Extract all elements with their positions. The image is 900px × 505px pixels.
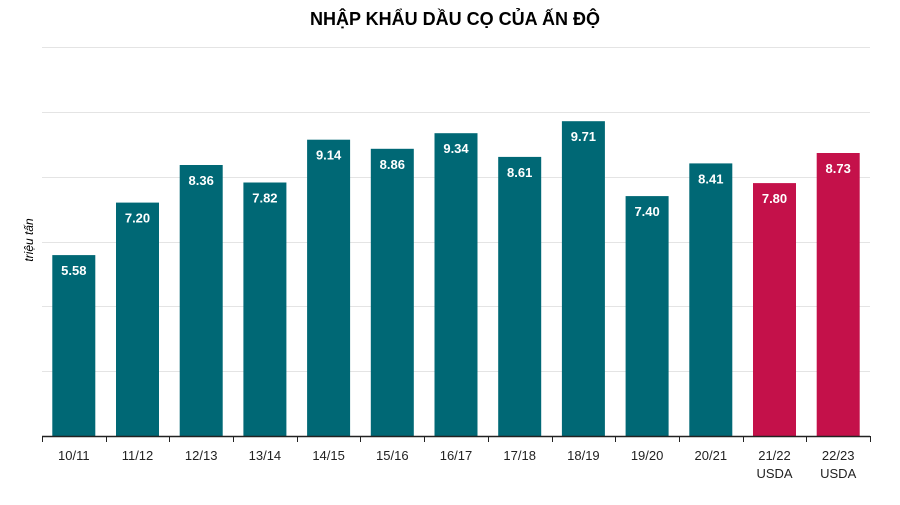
bar-value-label: 8.86 [380, 157, 405, 172]
bar-value-label: 5.58 [61, 263, 86, 278]
bar-value-label: 9.71 [571, 129, 596, 144]
x-tick-label: 18/19 [567, 448, 600, 463]
x-tick-sublabel: USDA [820, 466, 856, 481]
bar-value-label: 8.61 [507, 165, 532, 180]
bar [116, 202, 159, 436]
x-tick-label: 17/18 [503, 448, 536, 463]
bar [753, 183, 796, 436]
bar-value-label: 7.82 [252, 191, 277, 206]
bar [307, 139, 351, 436]
bar-value-label: 7.40 [634, 204, 659, 219]
bar [498, 156, 542, 436]
x-tick-label: 10/11 [58, 448, 90, 463]
x-tick-label: 20/21 [695, 448, 728, 463]
bar-value-label: 7.80 [762, 191, 787, 206]
x-tick-label: 16/17 [440, 448, 473, 463]
x-tick-label: 15/16 [376, 448, 409, 463]
bars: 5.58 7.20 8.36 7.82 9.14 8.86 9.34 8.61 9.71 7.40… [52, 121, 860, 437]
bar [689, 163, 733, 436]
bar [816, 153, 860, 436]
bar-value-label: 7.20 [125, 211, 150, 226]
y-axis-label: triệu tấn [22, 218, 36, 262]
bar-value-label: 8.41 [698, 171, 723, 186]
bar [52, 255, 96, 436]
x-tick-label: 19/20 [631, 448, 664, 463]
bar [561, 121, 605, 436]
bar-value-label: 8.36 [189, 173, 214, 188]
x-tick-sublabel: USDA [756, 466, 792, 481]
bar [370, 148, 414, 437]
x-tick-label: 14/15 [312, 448, 345, 463]
x-tick-label: 12/13 [185, 448, 218, 463]
bar-value-label: 8.73 [826, 161, 851, 176]
x-tick-label: 21/22 [758, 448, 791, 463]
x-axis: 10/11 11/12 12/13 13/14 14/15 15/16 16/17 17/18… [42, 435, 871, 481]
bar [179, 165, 223, 436]
bar [243, 182, 287, 436]
x-tick-label: 11/12 [122, 448, 154, 463]
bar-value-label: 9.14 [316, 148, 342, 163]
chart-title: NHẬP KHẨU DẦU CỌ CỦA ẤN ĐỘ [310, 8, 600, 29]
x-tick-label: 13/14 [249, 448, 282, 463]
bar [434, 133, 478, 436]
x-tick-label: 22/23 [822, 448, 855, 463]
bar-value-label: 9.34 [443, 141, 469, 156]
bar [625, 196, 669, 436]
